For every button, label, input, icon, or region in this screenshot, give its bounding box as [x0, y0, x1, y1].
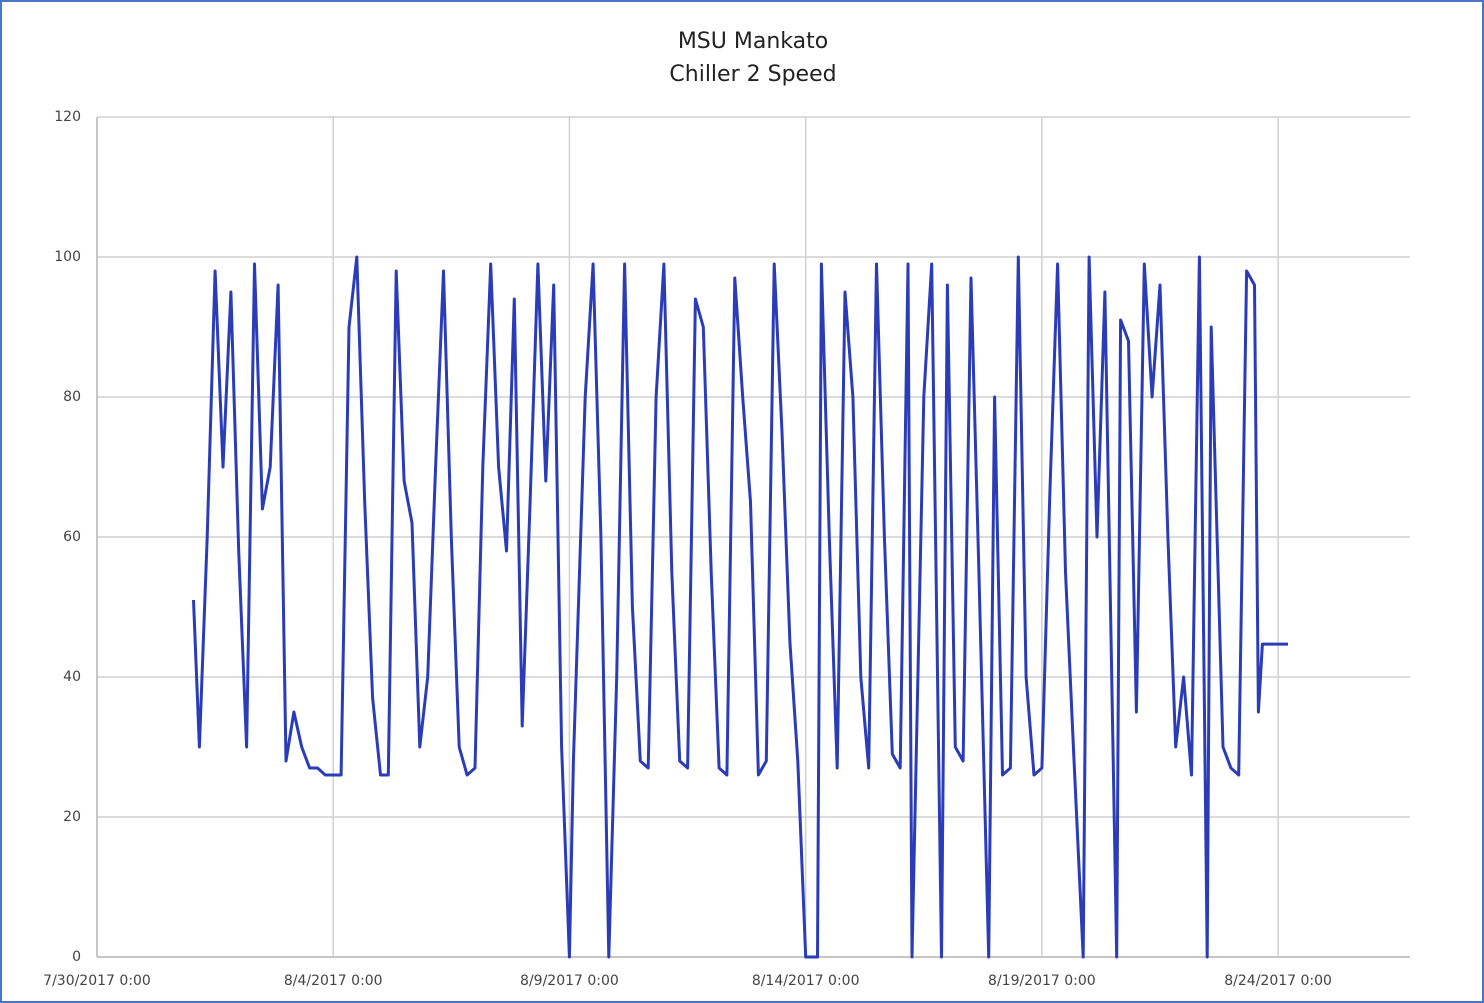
- y-tick-label: 40: [63, 669, 81, 685]
- chart-title: MSU Mankato: [678, 29, 828, 54]
- y-tick-label: 20: [63, 809, 81, 825]
- data-line: [192, 255, 1288, 959]
- x-tick-label: 8/9/2017 0:00: [520, 973, 619, 989]
- x-tick-label: 8/14/2017 0:00: [752, 973, 860, 989]
- x-tick-label: 8/4/2017 0:00: [284, 973, 383, 989]
- chart-subtitle: Chiller 2 Speed: [669, 62, 836, 87]
- x-tick-label: 8/24/2017 0:00: [1224, 973, 1332, 989]
- y-tick-label: 0: [72, 949, 81, 965]
- y-tick-label: 80: [63, 389, 81, 405]
- y-tick-label: 120: [54, 109, 81, 125]
- y-tick-label: 60: [63, 529, 81, 545]
- x-tick-label: 8/19/2017 0:00: [988, 973, 1096, 989]
- x-tick-label: 7/30/2017 0:00: [43, 973, 151, 989]
- y-tick-label: 100: [54, 249, 81, 265]
